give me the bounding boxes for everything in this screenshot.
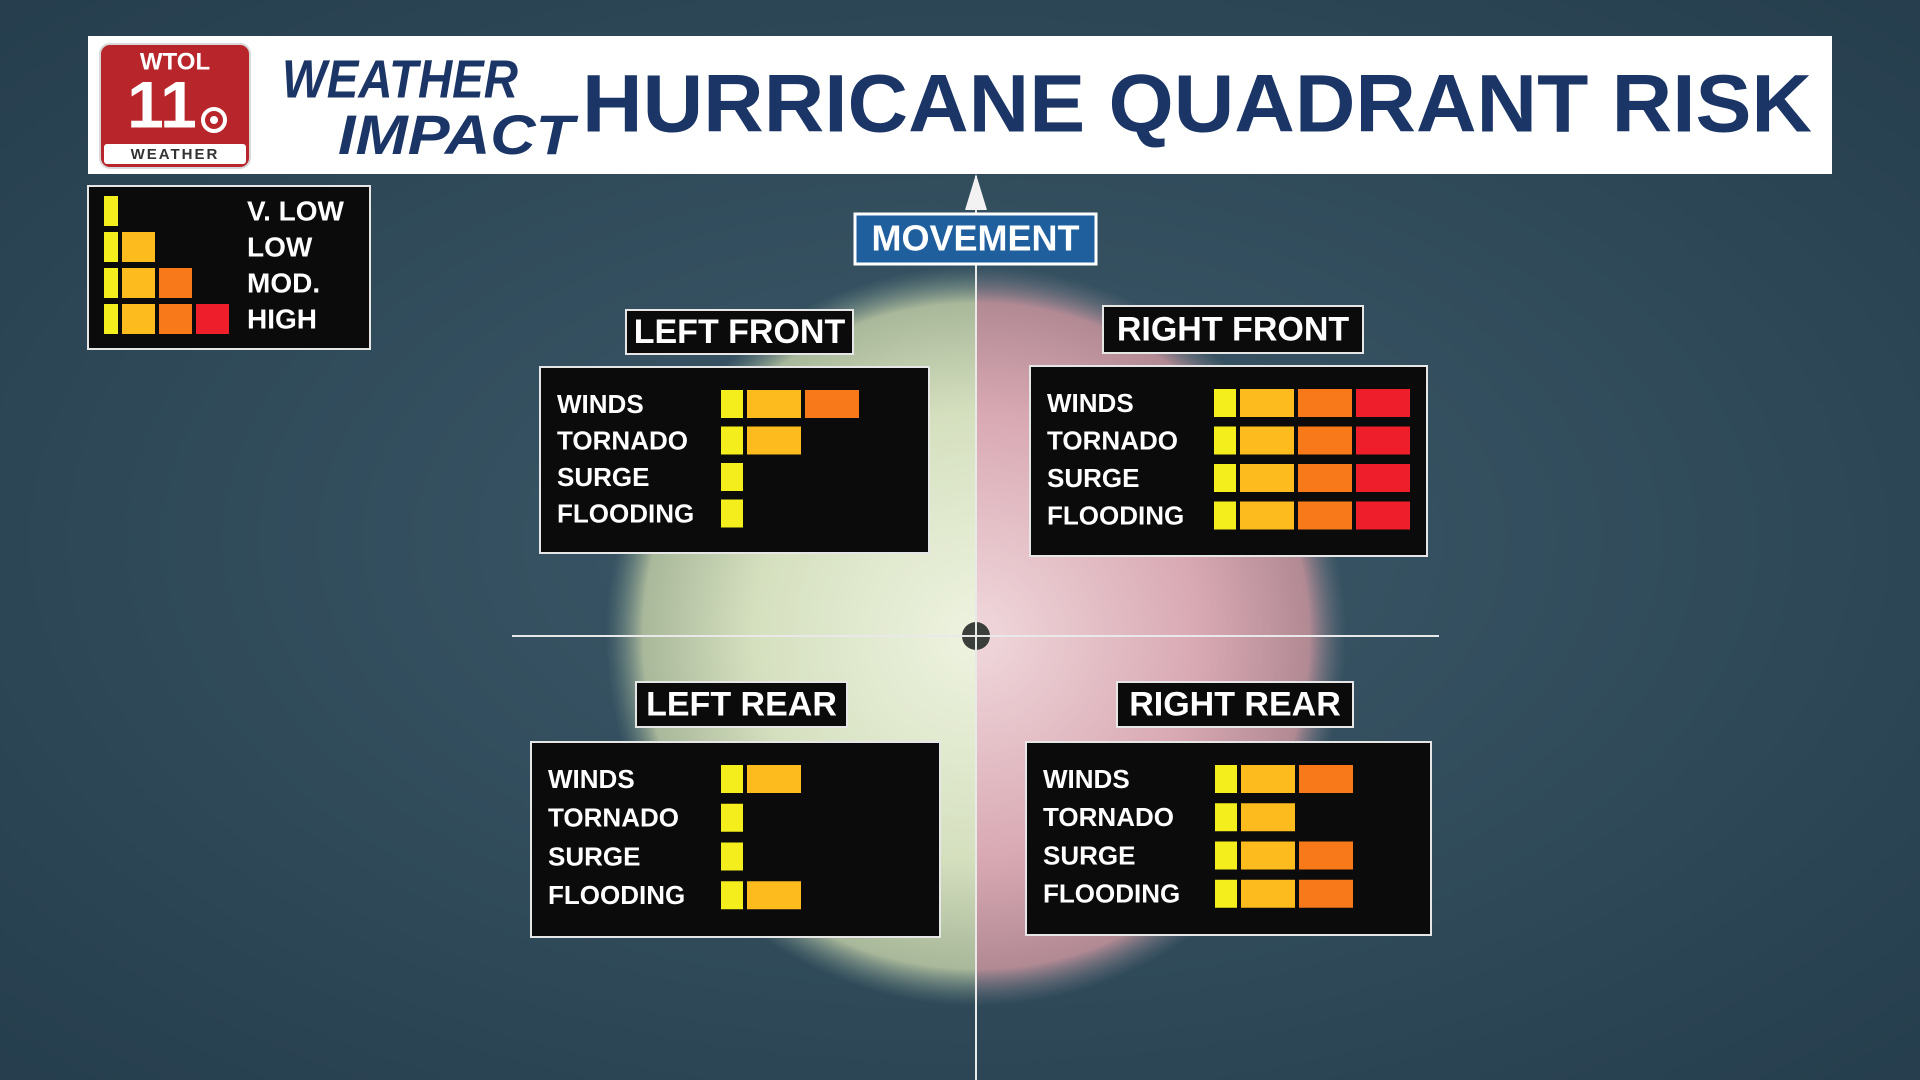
risk-block — [1214, 389, 1236, 417]
hazard-label: TORNADO — [1047, 425, 1178, 455]
risk-block — [1241, 765, 1295, 793]
risk-block — [721, 803, 743, 832]
risk-block — [1299, 841, 1353, 870]
risk-block — [1298, 464, 1352, 492]
hazard-label: WINDS — [557, 389, 644, 419]
hazard-label: FLOODING — [557, 498, 694, 528]
risk-block — [1241, 879, 1295, 908]
risk-block — [1240, 426, 1294, 455]
quadrant-title: LEFT REAR — [646, 685, 837, 723]
header-bar — [88, 36, 1832, 174]
logo-eye — [201, 107, 227, 133]
legend-label: MOD. — [247, 267, 320, 298]
risk-block — [721, 765, 743, 793]
risk-block — [721, 463, 743, 491]
hazard-label: TORNADO — [548, 803, 679, 833]
risk-block — [1240, 464, 1294, 492]
risk-block — [1298, 389, 1352, 417]
risk-block — [1298, 426, 1352, 455]
risk-block — [747, 390, 801, 418]
hazard-label: SURGE — [548, 841, 640, 871]
hazard-label: FLOODING — [548, 880, 685, 910]
quadrant-title: RIGHT REAR — [1129, 685, 1341, 723]
logo-label-bg — [104, 144, 246, 164]
legend-block — [159, 268, 192, 298]
risk-block — [1215, 803, 1237, 832]
quadrant-title-box — [1116, 681, 1354, 728]
hazard-label: SURGE — [557, 462, 649, 492]
legend-block — [104, 268, 118, 298]
risk-block — [1298, 501, 1352, 530]
logo-label: WEATHER — [131, 146, 220, 163]
hazard-label: TORNADO — [557, 425, 688, 455]
risk-block — [1214, 426, 1236, 455]
hazard-label: WINDS — [548, 764, 635, 794]
legend-label: LOW — [247, 231, 313, 262]
risk-block — [1241, 803, 1295, 832]
risk-block — [721, 426, 743, 455]
legend-label: HIGH — [247, 303, 317, 334]
risk-block — [721, 499, 743, 528]
brand-line-1: WEATHER — [282, 49, 518, 109]
risk-block — [1214, 501, 1236, 530]
risk-block — [1214, 464, 1236, 492]
logo-station: WTOL — [140, 48, 210, 75]
quadrant-title: LEFT FRONT — [634, 313, 846, 351]
hazard-label: FLOODING — [1043, 879, 1180, 909]
legend-block — [122, 232, 155, 262]
risk-block — [721, 842, 743, 871]
legend-block — [122, 304, 155, 334]
risk-block — [1240, 501, 1294, 530]
legend-block — [122, 268, 155, 298]
header-title: HURRICANE QUADRANT RISK — [582, 59, 1812, 150]
risk-block — [1356, 464, 1410, 492]
hazard-label: SURGE — [1043, 840, 1135, 870]
legend-block — [159, 304, 192, 334]
legend-block — [196, 304, 229, 334]
risk-block — [1241, 841, 1295, 870]
risk-block — [1215, 879, 1237, 908]
quadrant-title-box — [625, 309, 854, 355]
logo-eye-pupil — [210, 116, 218, 124]
hazard-label: SURGE — [1047, 463, 1139, 493]
hazard-label: WINDS — [1047, 388, 1134, 418]
legend-label: V. LOW — [247, 195, 345, 226]
legend-block — [104, 232, 118, 262]
risk-block — [1356, 501, 1410, 530]
risk-block — [1356, 426, 1410, 455]
risk-block — [1356, 389, 1410, 417]
logo-box — [99, 43, 251, 169]
risk-block — [1299, 879, 1353, 908]
brand-line-2: IMPACT — [338, 103, 579, 166]
logo-channel: 11 — [127, 67, 197, 141]
quadrant-title: RIGHT FRONT — [1117, 310, 1350, 348]
risk-block — [721, 390, 743, 418]
movement-box — [853, 212, 1098, 266]
risk-block — [747, 881, 801, 910]
quadrant-title-box — [1102, 305, 1364, 354]
movement-arrow — [965, 174, 987, 210]
hazard-label: TORNADO — [1043, 802, 1174, 832]
risk-block — [721, 881, 743, 910]
risk-block — [1215, 841, 1237, 870]
hazard-label: WINDS — [1043, 764, 1130, 794]
legend-block — [104, 196, 118, 226]
legend-block — [104, 304, 118, 334]
risk-block — [805, 390, 859, 418]
risk-block — [747, 426, 801, 455]
hazard-label: FLOODING — [1047, 500, 1184, 530]
risk-block — [1240, 389, 1294, 417]
movement-label: MOVEMENT — [871, 218, 1079, 259]
risk-block — [1299, 765, 1353, 793]
risk-block — [1215, 765, 1237, 793]
risk-block — [747, 765, 801, 793]
quadrant-title-box — [635, 681, 848, 728]
